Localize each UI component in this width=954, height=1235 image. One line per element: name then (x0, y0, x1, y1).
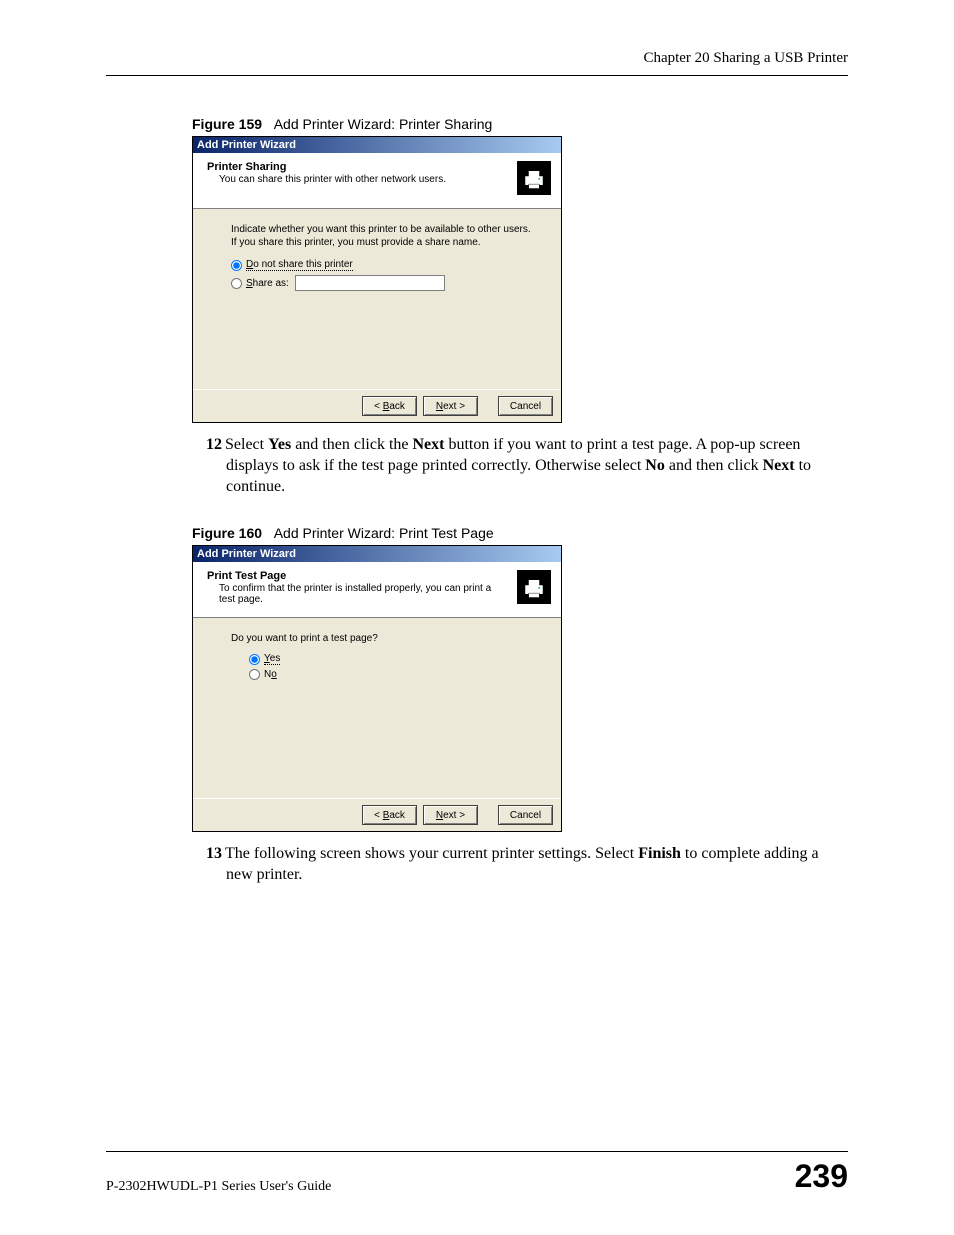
wizard-159-title: Printer Sharing (207, 161, 509, 173)
radio-row-noshare: DDo not share this printero not share th… (231, 259, 537, 271)
radio-shareas-label: Share as: (246, 278, 289, 289)
wizard-160-header: Print Test Page To confirm that the prin… (193, 562, 561, 618)
wizard-160-footer: < Back Next > Cancel (193, 798, 561, 831)
step12-b3: No (645, 457, 665, 474)
share-name-input[interactable] (295, 275, 445, 291)
step-12: 12Select Yes and then click the Next but… (206, 435, 848, 497)
step-13-number: 13 (206, 845, 222, 862)
radio-yes-label: Yes (264, 653, 280, 665)
cancel-button[interactable]: Cancel (498, 396, 553, 416)
printer-icon (517, 161, 551, 195)
step12-b4: Next (763, 457, 795, 474)
radio-row-yes: Yes (249, 653, 537, 665)
wizard-160-title: Print Test Page (207, 570, 509, 582)
figure159-caption: Figure 159 Add Printer Wizard: Printer S… (192, 116, 848, 132)
page-number: 239 (795, 1158, 848, 1195)
back-button[interactable]: < Back (362, 805, 417, 825)
radio-yes[interactable] (249, 654, 260, 665)
wizard-159-intro: Indicate whether you want this printer t… (231, 223, 537, 249)
figure160-caption: Figure 160 Add Printer Wizard: Print Tes… (192, 525, 848, 541)
wizard-160-titlebar: Add Printer Wizard (193, 546, 561, 562)
step12-p1: Select (225, 436, 268, 453)
step12-p4: and then click (665, 457, 763, 474)
back-button[interactable]: < Back (362, 396, 417, 416)
radio-noshare[interactable] (231, 260, 242, 271)
header-rule (106, 75, 848, 76)
chapter-header: Chapter 20 Sharing a USB Printer (106, 50, 848, 67)
step-13: 13The following screen shows your curren… (206, 844, 848, 886)
wizard-160-question: Do you want to print a test page? (231, 632, 537, 645)
wizard-160-subtitle: To confirm that the printer is installed… (219, 583, 509, 605)
figure159-caption-text: Add Printer Wizard: Printer Sharing (274, 116, 493, 132)
wizard-160: Add Printer Wizard Print Test Page To co… (192, 545, 562, 832)
next-button[interactable]: Next > (423, 396, 478, 416)
step12-b2: Next (413, 436, 445, 453)
footer-rule (106, 1151, 848, 1152)
wizard-159-body: Indicate whether you want this printer t… (193, 209, 561, 389)
radio-no[interactable] (249, 669, 260, 680)
printer-icon (517, 570, 551, 604)
wizard-159-subtitle: You can share this printer with other ne… (219, 174, 509, 185)
radio-shareas[interactable] (231, 278, 242, 289)
next-button[interactable]: Next > (423, 805, 478, 825)
figure160-caption-text: Add Printer Wizard: Print Test Page (274, 525, 494, 541)
wizard-160-body: Do you want to print a test page? Yes No (193, 618, 561, 798)
step13-b1: Finish (638, 845, 681, 862)
radio-row-shareas: Share as: (231, 275, 537, 291)
wizard-159-header: Printer Sharing You can share this print… (193, 153, 561, 209)
footer-guide: P-2302HWUDL-P1 Series User's Guide (106, 1179, 331, 1195)
step12-b1: Yes (268, 436, 291, 453)
cancel-button[interactable]: Cancel (498, 805, 553, 825)
radio-noshare-label: DDo not share this printero not share th… (246, 259, 353, 271)
radio-row-no: No (249, 669, 537, 680)
step-12-number: 12 (206, 436, 222, 453)
page-footer: P-2302HWUDL-P1 Series User's Guide 239 (106, 1151, 848, 1195)
figure160-label: Figure 160 (192, 525, 262, 541)
step13-p1: The following screen shows your current … (225, 845, 638, 862)
wizard-159: Add Printer Wizard Printer Sharing You c… (192, 136, 562, 423)
wizard-159-titlebar: Add Printer Wizard (193, 137, 561, 153)
radio-no-label: No (264, 669, 277, 680)
wizard-159-footer: < Back Next > Cancel (193, 389, 561, 422)
figure159-label: Figure 159 (192, 116, 262, 132)
step12-p2: and then click the (291, 436, 412, 453)
